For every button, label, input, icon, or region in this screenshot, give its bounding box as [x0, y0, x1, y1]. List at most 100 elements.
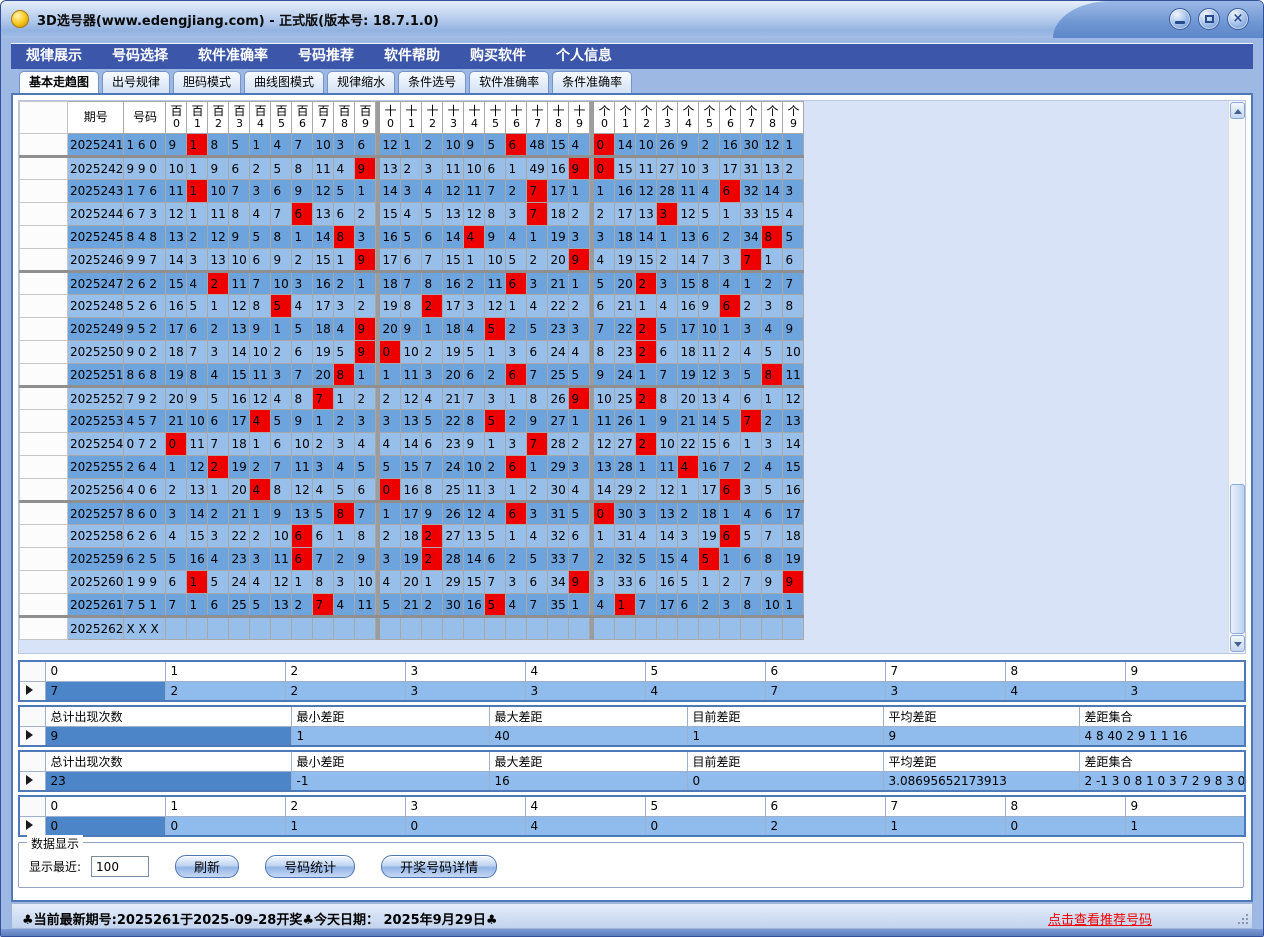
tab-0[interactable]: 基本走趋图	[19, 71, 100, 93]
strip-header-cell: 6	[764, 795, 886, 817]
trend-hit-cell: 2	[421, 294, 444, 318]
number-stats-button[interactable]: 号码统计	[265, 855, 356, 878]
draw-details-button[interactable]: 开奖号码详情	[381, 855, 498, 878]
trend-cell: 30	[740, 133, 763, 157]
menu-item-4[interactable]: 软件帮助	[384, 48, 440, 64]
menu-item-6[interactable]: 个人信息	[556, 48, 612, 64]
maximize-button[interactable]	[1198, 8, 1220, 30]
trend-cell: 35	[547, 593, 570, 617]
menu-item-3[interactable]: 号码推荐	[298, 48, 354, 64]
trend-period-cell: 2025255	[66, 455, 125, 479]
minimize-button[interactable]	[1169, 8, 1191, 30]
trend-cell: 1	[698, 570, 721, 594]
strip-header-cell: 目前差距	[686, 750, 884, 772]
trend-cell: 25	[614, 385, 637, 410]
tab-5[interactable]: 条件选号	[398, 71, 467, 93]
trend-cell: 17	[656, 593, 679, 617]
tab-2[interactable]: 胆码模式	[173, 71, 242, 93]
trend-cell: 18	[165, 340, 188, 364]
trend-cell: 11	[312, 155, 335, 180]
trend-cell: 4	[593, 593, 616, 617]
trend-cell: 3	[400, 179, 423, 203]
trend-cell: 16	[228, 385, 251, 410]
trend-cell: 6	[719, 432, 742, 456]
trend-cell: 15	[547, 133, 570, 157]
app-coin-icon	[11, 10, 29, 28]
tab-3[interactable]: 曲线图模式	[244, 71, 325, 93]
trend-cell: 15	[635, 248, 658, 272]
recent-count-input[interactable]	[91, 856, 150, 877]
trend-cell: 13	[400, 409, 423, 433]
strip-row-selector[interactable]	[18, 770, 46, 792]
trend-cell: 9	[291, 409, 314, 433]
strip-row-selector[interactable]	[18, 680, 46, 702]
tab-7[interactable]: 条件准确率	[552, 71, 633, 93]
trend-row-header	[19, 340, 68, 364]
menu-item-2[interactable]: 软件准确率	[198, 48, 268, 64]
trend-cell: 2	[421, 133, 444, 157]
trend-cell: 18	[400, 524, 423, 548]
trend-cell: 14	[677, 248, 700, 272]
scrollbar-thumb[interactable]	[1230, 484, 1245, 634]
tab-4[interactable]: 规律缩水	[327, 71, 396, 93]
trend-cell: 8	[207, 133, 230, 157]
trend-cell: 33	[614, 570, 637, 594]
menu-item-0[interactable]: 规律展示	[26, 48, 82, 64]
vertical-scrollbar[interactable]	[1228, 101, 1245, 653]
trend-cell: 12	[463, 500, 486, 525]
trend-cell: 3	[719, 593, 742, 617]
trend-cell: 6	[354, 133, 377, 157]
strip-row-selector[interactable]	[18, 815, 46, 837]
menu-item-1[interactable]: 号码选择	[112, 48, 168, 64]
trend-cell: 11	[698, 340, 721, 364]
close-button[interactable]: ×	[1227, 8, 1249, 30]
trend-cell: 12	[270, 570, 293, 594]
trend-hit-cell: 2	[635, 432, 658, 456]
trend-grid-area: 期号 号码百 0 百 1 百 2 百 3 百 4 百 5 百 6 百 7 百 8 百 9 十 0 十 1 十 2 十 3 十 4 十 5 十 6 十 7…	[18, 100, 1246, 654]
trend-period-cell: 2025260	[66, 570, 125, 594]
trend-cell: 12	[782, 385, 805, 410]
trend-cell: 13	[698, 385, 721, 410]
trend-cell: 15	[761, 202, 784, 226]
trend-hit-cell: 5	[484, 317, 507, 341]
trend-cell	[761, 615, 784, 640]
strip-header-cell: 1	[164, 660, 286, 682]
menu-item-5[interactable]: 购买软件	[470, 48, 526, 64]
trend-cell: 6	[421, 432, 444, 456]
tab-6[interactable]: 软件准确率	[469, 71, 550, 93]
trend-cell: 3	[656, 270, 679, 295]
trend-cell: 3	[782, 179, 805, 203]
strip-header-cell: 5	[644, 795, 766, 817]
trend-cell: 2	[761, 409, 784, 433]
tab-1[interactable]: 出号规律	[102, 71, 171, 93]
strip-row-selector[interactable]	[18, 725, 46, 747]
trend-hit-cell: 9	[354, 248, 377, 272]
arrow-down-icon	[1234, 642, 1242, 647]
trend-cell: 29	[442, 570, 465, 594]
refresh-button[interactable]: 刷新	[175, 855, 240, 878]
scroll-up-button[interactable]	[1230, 102, 1245, 119]
trend-cell: 2	[505, 179, 528, 203]
trend-cell	[421, 615, 444, 640]
trend-cell: 12	[228, 294, 251, 318]
recommended-numbers-link[interactable]: 点击查看推荐号码	[1047, 913, 1152, 928]
trend-cell: 12	[186, 455, 209, 479]
trend-cell: 2	[505, 317, 528, 341]
trend-period-cell: 2025242	[66, 155, 125, 180]
trend-hit-cell: 9	[782, 570, 805, 594]
trend-cell: 2	[719, 340, 742, 364]
trend-row-header	[19, 455, 68, 479]
trend-hit-cell: 5	[484, 593, 507, 617]
scroll-down-button[interactable]	[1230, 635, 1245, 652]
trend-cell: 5	[379, 455, 402, 479]
trend-cell: 5	[291, 317, 314, 341]
strip-value-cell: 0	[164, 815, 286, 837]
trend-cell: 1	[333, 385, 356, 410]
trend-period-cell: 2025243	[66, 179, 125, 203]
resize-grip[interactable]	[1238, 914, 1248, 924]
trend-cell: 7	[207, 432, 230, 456]
